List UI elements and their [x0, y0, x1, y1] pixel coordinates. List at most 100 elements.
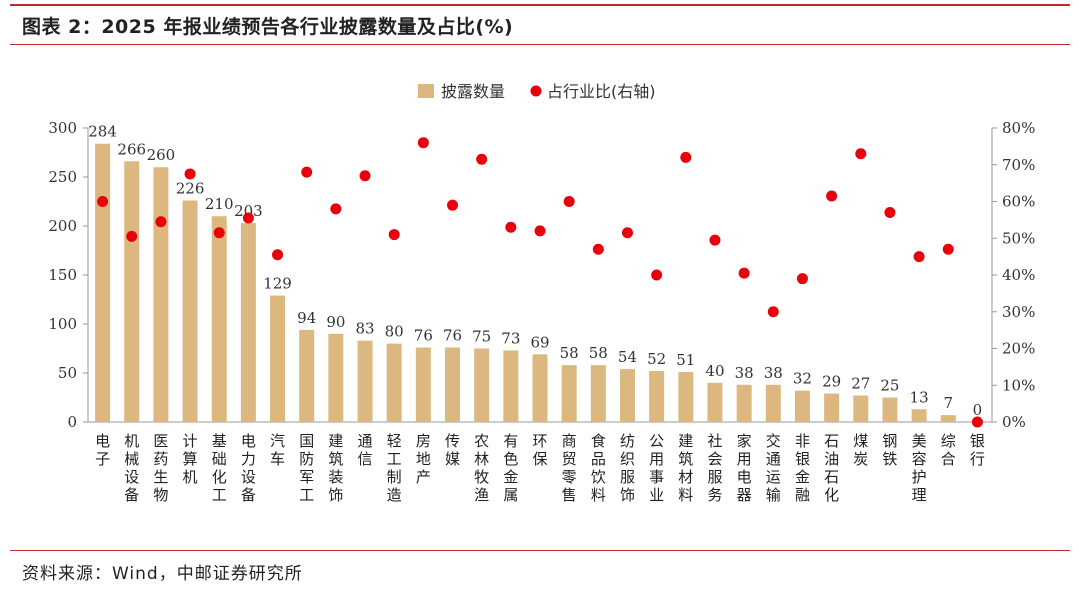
legend-bar-swatch	[418, 84, 434, 98]
category-labels: 电子机械设备医药生物计算机基础化工电力设备汽车国防军工建筑装饰通信轻工制造房地产…	[95, 432, 985, 504]
category-label: 食品饮料	[591, 432, 606, 504]
bar	[386, 343, 402, 422]
ratio-point	[709, 234, 721, 246]
category-label: 传媒	[445, 432, 460, 468]
category-label: 美容护理	[912, 432, 927, 504]
bar	[649, 371, 665, 422]
bar-data-label: 58	[560, 344, 579, 362]
bar	[619, 369, 635, 422]
ratio-point	[126, 230, 138, 242]
bar-data-label: 38	[735, 364, 754, 382]
legend-dot-label: 占行业比(右轴)	[547, 82, 656, 101]
category-label: 建筑材料	[678, 432, 693, 504]
bar-data-label: 29	[822, 373, 841, 391]
ratio-point	[651, 269, 663, 281]
category-label: 汽车	[270, 432, 285, 468]
bar-data-label: 7	[943, 394, 953, 412]
category-label: 医药生物	[153, 432, 168, 504]
right-tick-label: 80%	[1002, 119, 1035, 137]
ratio-point	[213, 227, 225, 239]
bar-data-label: 83	[355, 320, 374, 338]
left-tick-label: 50	[58, 364, 77, 382]
ratio-point	[971, 416, 983, 428]
source-note: 资料来源：Wind，中邮证券研究所	[22, 564, 303, 584]
ratio-point	[476, 153, 488, 165]
ratio-point	[330, 203, 342, 215]
bar	[270, 295, 286, 422]
legend: 披露数量 占行业比(右轴)	[418, 82, 656, 101]
category-label: 交通运输	[766, 432, 781, 504]
bar-data-label: 226	[176, 180, 205, 198]
bar-data-label: 203	[234, 202, 263, 220]
ratio-point	[155, 216, 167, 228]
ratio-point	[884, 207, 896, 219]
bar	[940, 415, 956, 422]
category-label: 国防军工	[299, 432, 314, 504]
bar	[240, 223, 256, 422]
bar-data-label: 76	[414, 327, 433, 345]
ratio-point	[505, 221, 517, 233]
bar-data-label: 129	[263, 275, 292, 293]
bar	[445, 347, 461, 422]
bar	[211, 216, 227, 422]
bar-data-label: 51	[676, 351, 695, 369]
ratio-point	[563, 196, 575, 207]
bar-data-label: 13	[910, 388, 929, 406]
bar	[824, 393, 840, 422]
category-label: 商贸零售	[562, 432, 577, 504]
bar-data-label: 73	[501, 329, 520, 347]
ratio-point	[534, 225, 546, 237]
bar-data-label: 58	[589, 344, 608, 362]
bar-data-label: 210	[205, 195, 234, 213]
ratio-point	[738, 267, 750, 279]
ratio-point	[388, 229, 400, 241]
category-label: 建筑装饰	[328, 432, 343, 504]
bar	[678, 372, 694, 422]
top-rule	[10, 4, 1070, 6]
ratio-point	[301, 166, 313, 178]
left-tick-label: 250	[48, 168, 77, 186]
category-label: 煤炭	[853, 432, 868, 468]
ratio-point	[97, 196, 109, 207]
bottom-rule	[10, 550, 1070, 551]
bar	[707, 382, 723, 422]
right-tick-label: 20%	[1002, 340, 1035, 358]
bar-data-label: 0	[973, 401, 983, 419]
bar-data-label: 25	[880, 377, 899, 395]
bar	[299, 329, 315, 422]
bar-data-label: 52	[647, 350, 666, 368]
category-label: 轻工制造	[387, 432, 402, 504]
ratio-point	[855, 148, 867, 160]
ratio-point	[621, 227, 633, 239]
bar-data-label: 54	[618, 348, 637, 366]
category-label: 有色金属	[503, 432, 518, 504]
category-label: 钢铁	[882, 432, 897, 468]
right-tick-label: 50%	[1002, 229, 1035, 247]
left-tick-label: 150	[48, 266, 77, 284]
bar-data-label: 266	[117, 140, 146, 158]
right-tick-label: 0%	[1002, 413, 1026, 431]
category-label: 石油石化	[824, 432, 839, 504]
bar	[415, 347, 431, 422]
bar-data-label: 90	[326, 313, 345, 331]
left-tick-label: 0	[67, 413, 77, 431]
ratio-point	[417, 137, 429, 149]
bar-data-label: 260	[147, 146, 176, 164]
ratio-series	[97, 137, 983, 428]
right-tick-label: 30%	[1002, 303, 1035, 321]
right-axis: 0% 10% 20% 30% 40% 50% 60% 70% 80%	[991, 119, 1035, 431]
category-label: 电子	[95, 432, 110, 468]
category-label: 机械设备	[124, 432, 139, 504]
left-tick-label: 200	[48, 217, 77, 235]
bar	[182, 200, 198, 422]
right-tick-label: 40%	[1002, 266, 1035, 284]
bar	[853, 395, 869, 422]
right-tick-label: 10%	[1002, 376, 1035, 394]
bar	[736, 384, 752, 422]
right-tick-label: 70%	[1002, 156, 1035, 174]
bar	[95, 143, 111, 422]
ratio-point	[359, 170, 371, 182]
bar	[503, 350, 519, 422]
